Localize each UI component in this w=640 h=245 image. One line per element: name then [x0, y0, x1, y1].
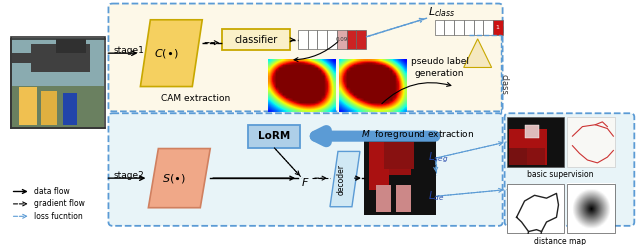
Polygon shape	[464, 39, 492, 67]
Text: $L_{seg}$: $L_{seg}$	[428, 151, 448, 165]
Polygon shape	[140, 20, 202, 86]
Bar	[509, 129, 547, 165]
Bar	[411, 194, 419, 211]
Bar	[298, 30, 308, 49]
Bar	[493, 20, 502, 35]
Bar	[40, 91, 56, 125]
FancyBboxPatch shape	[504, 113, 634, 226]
Text: $C(\bullet)$: $C(\bullet)$	[154, 47, 179, 60]
Bar	[525, 125, 538, 138]
Text: decoder: decoder	[337, 164, 346, 195]
Bar	[474, 20, 483, 35]
Bar	[568, 184, 615, 233]
Bar	[568, 117, 615, 167]
Text: 1: 1	[496, 25, 500, 30]
Bar	[507, 184, 564, 233]
Bar	[364, 137, 436, 215]
Bar	[317, 30, 327, 49]
Bar	[509, 147, 527, 165]
Bar	[356, 30, 366, 49]
Bar	[248, 125, 300, 147]
Bar	[454, 20, 464, 35]
Bar	[507, 117, 564, 167]
Bar	[31, 44, 90, 72]
Bar	[384, 142, 414, 169]
Text: gradient flow: gradient flow	[34, 199, 84, 208]
Bar	[19, 86, 36, 125]
Bar	[11, 37, 106, 128]
Text: data flow: data flow	[34, 187, 69, 196]
Bar	[346, 30, 356, 49]
Text: basic supervision: basic supervision	[527, 170, 594, 179]
Bar	[527, 147, 545, 165]
Text: loss fucntion: loss fucntion	[34, 212, 83, 221]
Bar	[372, 194, 376, 211]
Bar	[369, 142, 411, 175]
Bar	[308, 30, 317, 49]
Bar	[327, 30, 337, 49]
Text: 0.09: 0.09	[335, 37, 348, 42]
Bar	[396, 185, 411, 211]
Text: $M$  foreground extraction: $M$ foreground extraction	[361, 128, 474, 141]
Bar	[12, 53, 36, 63]
Text: $S(\bullet)$: $S(\bullet)$	[163, 172, 186, 185]
Bar	[435, 20, 444, 35]
FancyBboxPatch shape	[108, 113, 502, 226]
Bar	[337, 30, 346, 49]
Bar	[391, 190, 396, 211]
Bar	[12, 38, 104, 86]
Polygon shape	[148, 148, 210, 208]
Bar	[12, 86, 104, 127]
Text: $F$: $F$	[301, 176, 309, 188]
Text: classifier: classifier	[234, 35, 278, 45]
Bar	[376, 185, 391, 211]
Polygon shape	[330, 151, 360, 207]
Text: distance map: distance map	[534, 237, 586, 245]
Text: pseudo label
generation: pseudo label generation	[411, 57, 468, 78]
Bar	[369, 142, 389, 190]
Text: $L_{class}$: $L_{class}$	[428, 5, 455, 19]
Bar	[483, 20, 493, 35]
Bar	[56, 39, 86, 53]
Text: stage1: stage1	[113, 46, 145, 55]
Bar	[444, 20, 454, 35]
Text: stage2: stage2	[113, 171, 144, 180]
Text: CAM extraction: CAM extraction	[161, 95, 230, 103]
Text: LoRM: LoRM	[258, 131, 290, 141]
FancyBboxPatch shape	[108, 4, 502, 111]
Bar	[222, 29, 290, 50]
Text: class: class	[499, 74, 508, 95]
Bar	[63, 93, 77, 125]
Text: $L_{de}$: $L_{de}$	[428, 189, 444, 203]
Bar	[464, 20, 474, 35]
